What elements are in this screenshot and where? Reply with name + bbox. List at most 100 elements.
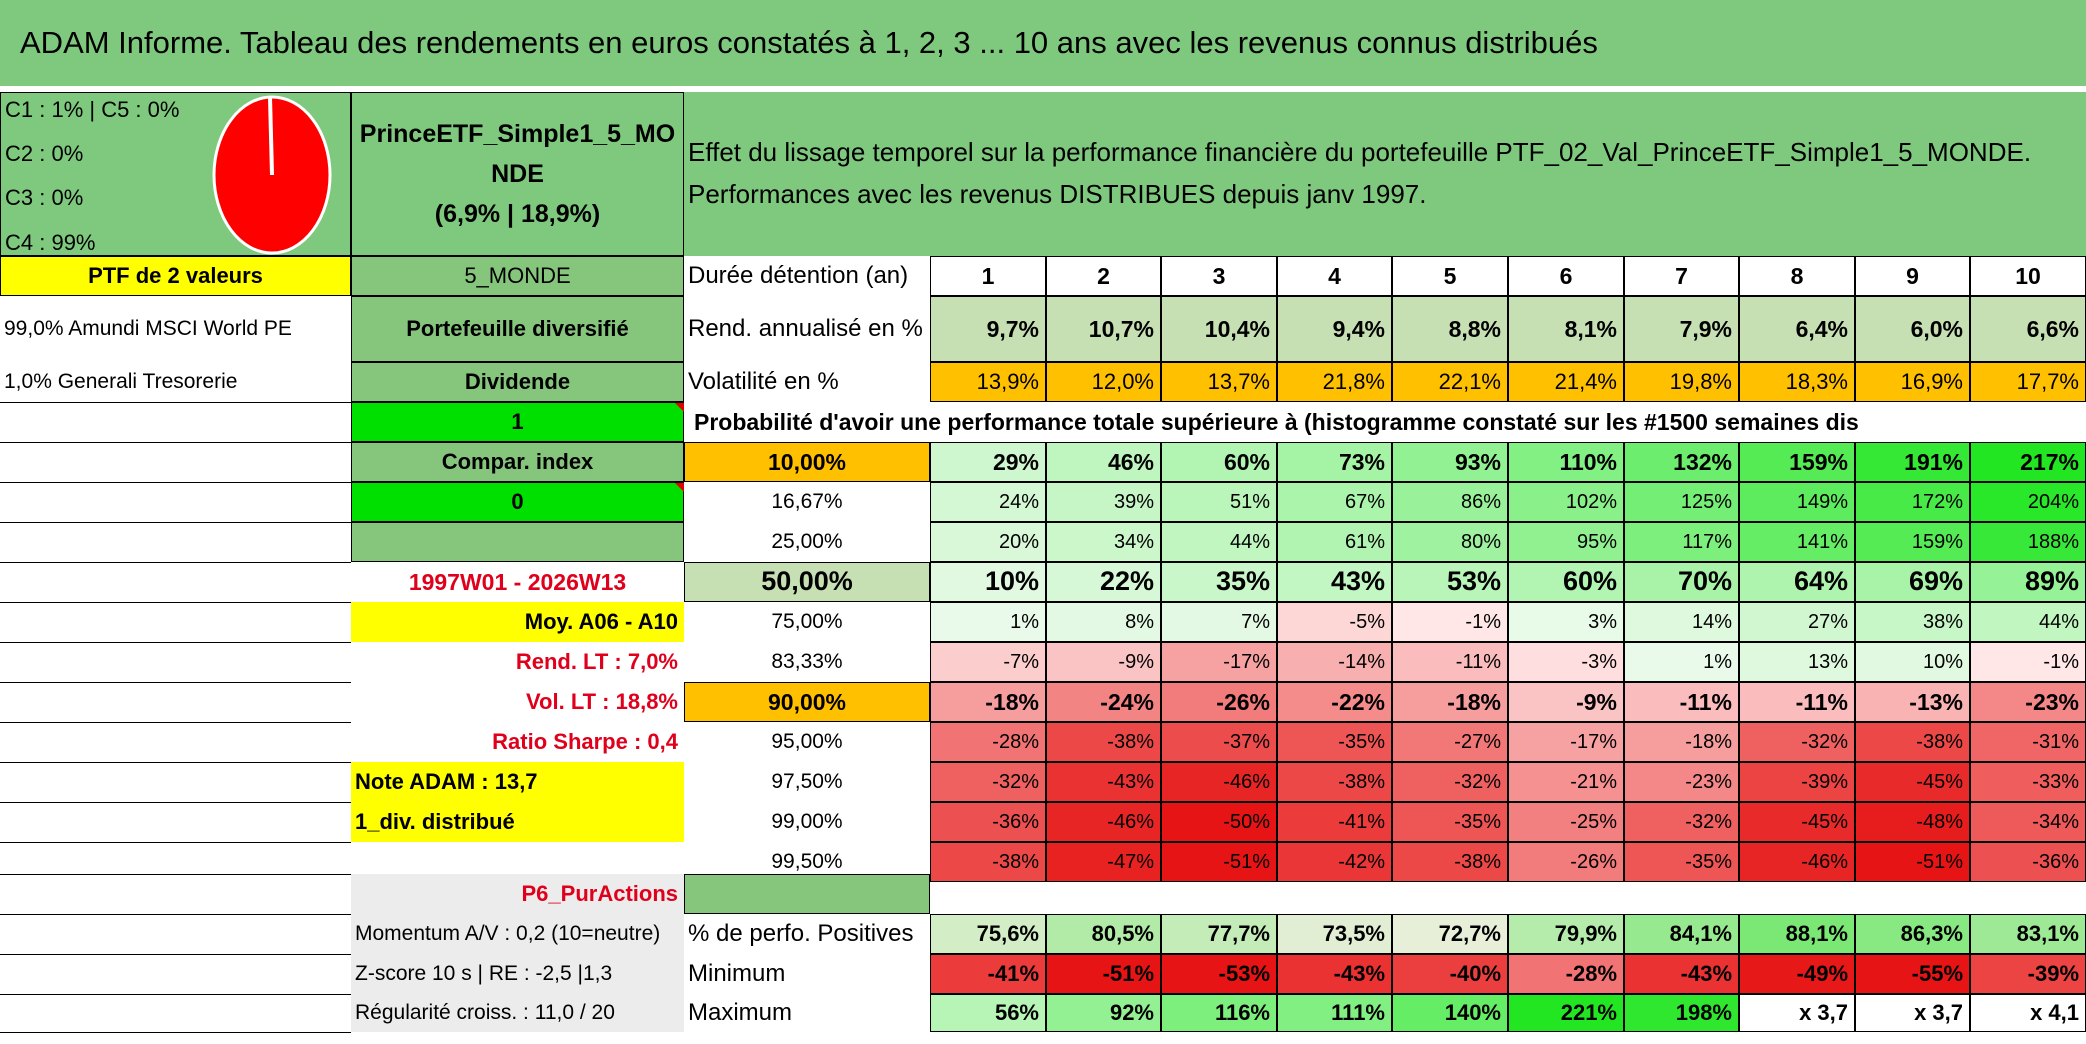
quantile-cell: -11% bbox=[1624, 682, 1739, 722]
ptf-label: PTF de 2 valeurs bbox=[0, 256, 351, 296]
quantile-cell: -32% bbox=[1739, 722, 1855, 762]
empty-green-cell bbox=[351, 522, 684, 562]
portfolio-name-box: PrinceETF_Simple1_5_MONDE (6,9% | 18,9%) bbox=[351, 92, 684, 256]
portfolio-type: Portefeuille diversifié bbox=[351, 296, 684, 362]
rend-lt: Rend. LT : 7,0% bbox=[351, 642, 684, 682]
index-flag-cell[interactable]: 0 bbox=[351, 482, 684, 522]
positive-cell: 83,1% bbox=[1970, 914, 2086, 954]
quantile-cell: 13% bbox=[1739, 642, 1855, 682]
quantile-cell: -27% bbox=[1392, 722, 1508, 762]
pos-label-text: % de perfo. Positives bbox=[688, 920, 914, 948]
quantile-cell: -7% bbox=[930, 642, 1046, 682]
quantile-cell: -51% bbox=[1855, 842, 1970, 882]
quantile-cell: 53% bbox=[1392, 562, 1508, 602]
maximum-cell: 56% bbox=[930, 994, 1046, 1032]
quantile-cell: 10% bbox=[930, 562, 1046, 602]
dividend-flag-text: 1 bbox=[511, 409, 524, 435]
vol-cell: 17,7% bbox=[1970, 362, 2086, 402]
comment-marker-2 bbox=[675, 483, 684, 492]
quantile-cell: 35% bbox=[1161, 562, 1277, 602]
rend-label-text: Rend. annualisé en % bbox=[688, 315, 923, 343]
rend-cell: 6,4% bbox=[1739, 296, 1855, 362]
note-adam: Note ADAM : 13,7 bbox=[351, 762, 684, 802]
quantile-cell: -11% bbox=[1392, 642, 1508, 682]
quantile-cell: -25% bbox=[1508, 802, 1624, 842]
dividend-flag-cell[interactable]: 1 bbox=[351, 402, 684, 442]
year-header-2: 2 bbox=[1046, 256, 1161, 296]
quantile-cell: 24% bbox=[930, 482, 1046, 522]
grid-line bbox=[0, 842, 351, 843]
avg-label-text: Moy. A06 - A10 bbox=[524, 609, 678, 635]
quantile-label: 25,00% bbox=[771, 529, 843, 553]
maximum-cell: x 3,7 bbox=[1739, 994, 1855, 1032]
minimum-cell: -43% bbox=[1277, 954, 1392, 994]
minimum-cell: -51% bbox=[1046, 954, 1161, 994]
quantile-cell: 110% bbox=[1508, 442, 1624, 482]
year-header-5: 5 bbox=[1392, 256, 1508, 296]
allocation-box: C1 : 1% | C5 : 0% C2 : 0% C3 : 0% C4 : 9… bbox=[0, 92, 351, 256]
minimum-cell: -28% bbox=[1508, 954, 1624, 994]
year-header-4: 4 bbox=[1277, 256, 1392, 296]
prob-title: Probabilité d'avoir une performance tota… bbox=[690, 402, 1860, 442]
quantile-cell: -26% bbox=[1508, 842, 1624, 882]
quantile-cell: 60% bbox=[1161, 442, 1277, 482]
quantile-cell: -45% bbox=[1739, 802, 1855, 842]
positive-cell: 72,7% bbox=[1392, 914, 1508, 954]
quantile-cell: 3% bbox=[1508, 602, 1624, 642]
subtitle: Effet du lissage temporel sur la perform… bbox=[688, 137, 2032, 209]
rend-cell: 8,8% bbox=[1392, 296, 1508, 362]
ptf-code-text: 5_MONDE bbox=[464, 263, 571, 289]
quantile-cell: -32% bbox=[1392, 762, 1508, 802]
quantile-label: 95,00% bbox=[771, 729, 843, 753]
rend-label: Rend. annualisé en % bbox=[684, 296, 930, 362]
quantile-cell: -46% bbox=[1161, 762, 1277, 802]
quantile-label: 99,00% bbox=[771, 809, 843, 833]
comment-marker bbox=[675, 403, 684, 412]
quantile-cell: -35% bbox=[1277, 722, 1392, 762]
period-label-text: 1997W01 - 2026W13 bbox=[408, 568, 627, 595]
holding-2: 1,0% Generali Tresorerie bbox=[0, 362, 351, 402]
quantile-cell: 172% bbox=[1855, 482, 1970, 522]
quantile-cell: -24% bbox=[1046, 682, 1161, 722]
quantile-cell: -38% bbox=[1855, 722, 1970, 762]
max-label: Maximum bbox=[684, 994, 930, 1032]
period-label: 1997W01 - 2026W13 bbox=[351, 562, 684, 602]
rend-cell: 6,0% bbox=[1855, 296, 1970, 362]
quantile-cell: -21% bbox=[1508, 762, 1624, 802]
quantile-cell: 8% bbox=[1046, 602, 1161, 642]
vol-cell: 13,7% bbox=[1161, 362, 1277, 402]
vol-cell: 19,8% bbox=[1624, 362, 1739, 402]
quantile-cell: -42% bbox=[1277, 842, 1392, 882]
quantile-cell: 73% bbox=[1277, 442, 1392, 482]
dividend-label: Dividende bbox=[351, 362, 684, 402]
quantile-cell: -28% bbox=[930, 722, 1046, 762]
allocation-line-3: C3 : 0% bbox=[5, 185, 84, 211]
quantile-cell: -37% bbox=[1161, 722, 1277, 762]
quantile-cell: 70% bbox=[1624, 562, 1739, 602]
quantile-cell: -13% bbox=[1855, 682, 1970, 722]
quantile-cell: -17% bbox=[1161, 642, 1277, 682]
quantile-cell: -14% bbox=[1277, 642, 1392, 682]
quantile-cell: -32% bbox=[1624, 802, 1739, 842]
year-header-10: 10 bbox=[1970, 256, 2086, 296]
quantile-cell: -23% bbox=[1624, 762, 1739, 802]
quantile-label: 97,50% bbox=[771, 769, 843, 793]
quantile-cell: -9% bbox=[1046, 642, 1161, 682]
portfolio-stats: (6,9% | 18,9%) bbox=[434, 200, 601, 228]
year-header-6: 6 bbox=[1508, 256, 1624, 296]
quantile-cell: 191% bbox=[1855, 442, 1970, 482]
quantile-cell: -23% bbox=[1970, 682, 2086, 722]
grid-line bbox=[0, 522, 351, 523]
maximum-cell: 111% bbox=[1277, 994, 1392, 1032]
positive-cell: 75,6% bbox=[930, 914, 1046, 954]
quantile-label: 10,00% bbox=[684, 442, 930, 482]
year-header-7: 7 bbox=[1624, 256, 1739, 296]
pos-label: % de perfo. Positives bbox=[684, 914, 930, 954]
sharpe-ratio-text: Ratio Sharpe : 0,4 bbox=[492, 729, 678, 755]
maximum-cell: 92% bbox=[1046, 994, 1161, 1032]
positive-cell: 79,9% bbox=[1508, 914, 1624, 954]
page-title: ADAM Informe. Tableau des rendements en … bbox=[20, 25, 1598, 61]
quantile-cell: -51% bbox=[1161, 842, 1277, 882]
quantile-cell: 29% bbox=[930, 442, 1046, 482]
quantile-cell: 67% bbox=[1277, 482, 1392, 522]
